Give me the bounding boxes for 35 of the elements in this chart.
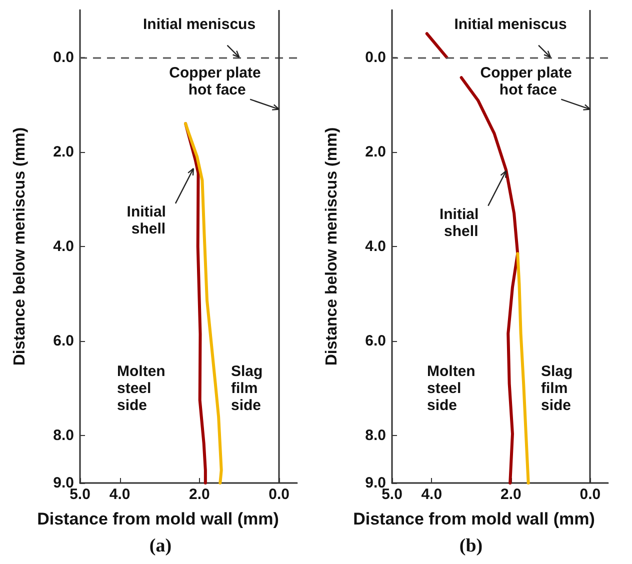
x-axis-title: Distance from mold wall (mm) (37, 510, 279, 528)
annotation: Slag film side (541, 362, 577, 414)
annotation: Initial meniscus (454, 16, 567, 33)
x-tick-label: 4.0 (109, 486, 130, 503)
line-series (184, 122, 207, 484)
annotation: Copper plate hot face (480, 64, 576, 98)
y-tick-label: 2.0 (53, 143, 74, 160)
x-tick-label: 0.0 (580, 486, 601, 503)
x-axis-title: Distance from mold wall (mm) (353, 510, 595, 528)
x-tick-label: 2.0 (500, 486, 522, 503)
y-tick-label: 6.0 (53, 332, 74, 350)
line-series (516, 252, 530, 484)
annotation: Molten steel side (427, 362, 480, 414)
annotation: Slag film side (231, 362, 267, 414)
y-tick-label: 4.0 (365, 238, 386, 255)
y-tick-label: 8.0 (53, 427, 74, 444)
y-tick-label: 2.0 (365, 143, 386, 160)
y-tick-label: 0.0 (365, 48, 386, 66)
annotation: Copper plate hot face (169, 64, 266, 98)
y-tick-label: 6.0 (365, 332, 386, 350)
annotation: Initial shell (439, 206, 483, 240)
text: (a) (149, 536, 172, 556)
y-tick-label: 0.0 (53, 48, 74, 66)
annotation: Molten steel side (117, 362, 170, 414)
line-series (184, 122, 223, 484)
y-axis-title: Distance below meniscus (mm) (12, 127, 28, 366)
y-axis-title: Distance below meniscus (mm) (324, 127, 340, 366)
x-tick-label: 4.0 (421, 486, 442, 503)
text: (b) (459, 536, 483, 556)
y-tick-label: 8.0 (365, 427, 386, 444)
x-tick-label: 0.0 (268, 486, 290, 503)
y-tick-label: 4.0 (53, 238, 74, 255)
annotation: Initial meniscus (142, 16, 256, 33)
annotation: Initial shell (126, 203, 170, 238)
x-tick-label: 2.0 (189, 486, 210, 503)
